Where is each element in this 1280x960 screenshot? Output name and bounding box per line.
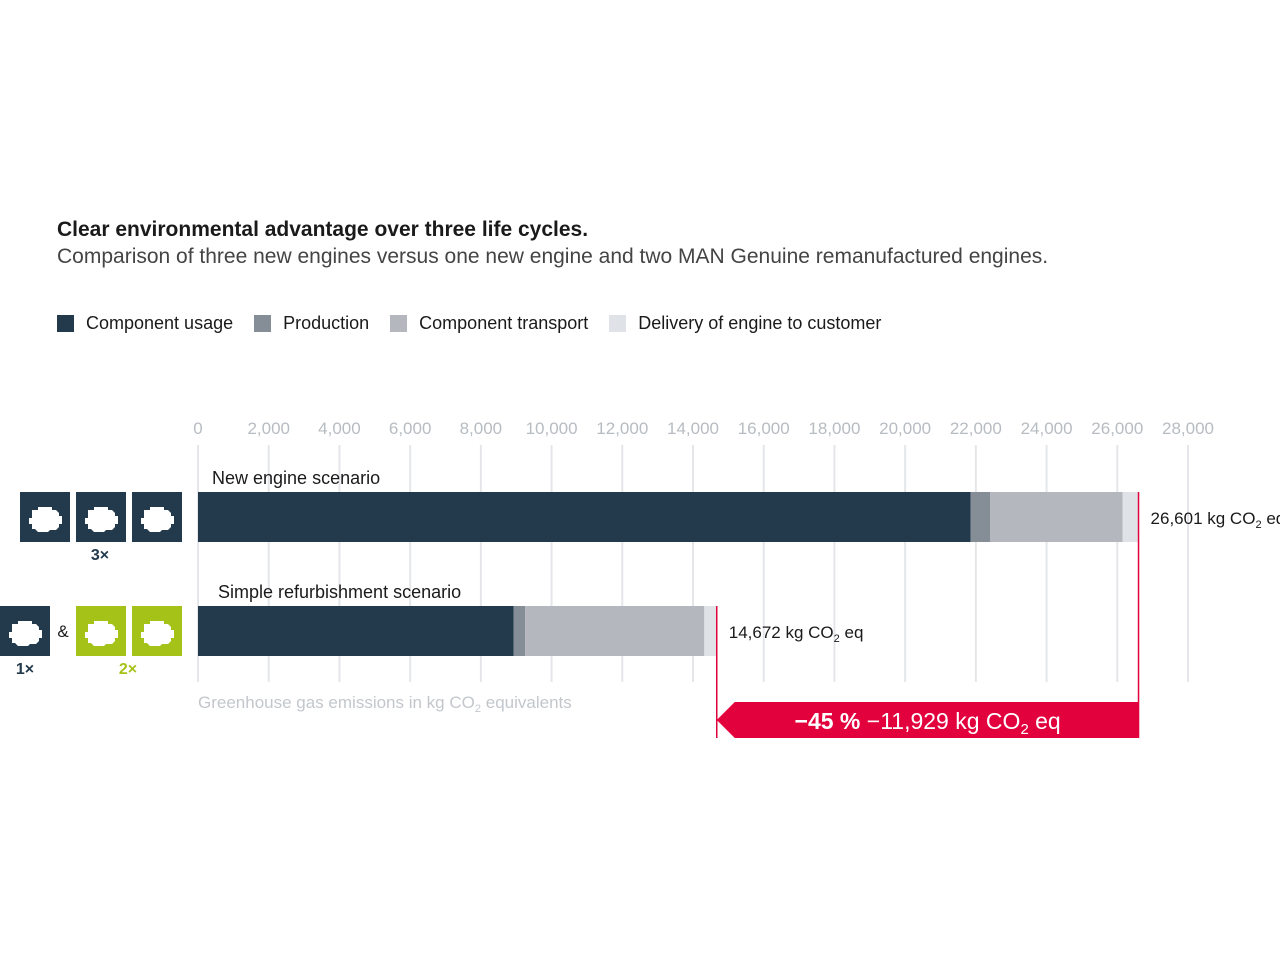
bar-labels: New engine scenario 26,601 kg CO2 eq Simpl…	[198, 468, 1280, 715]
x-tick-label: 24,000	[1021, 419, 1073, 438]
x-tick-label: 12,000	[596, 419, 648, 438]
x-tick-label: 0	[193, 419, 202, 438]
engine-glyph	[9, 621, 42, 646]
engine-icons: 3× & 1× 2×	[0, 492, 182, 678]
x-tick-label: 18,000	[808, 419, 860, 438]
legend-swatch	[254, 314, 272, 332]
engine-glyph	[141, 621, 174, 646]
bar-segment-production	[970, 492, 990, 542]
x-tick-label: 2,000	[247, 419, 290, 438]
total-label: 14,672 kg CO2 eq	[729, 623, 864, 645]
bar-segment-delivery-of-engine-to-customer	[1122, 492, 1139, 542]
legend-item-component-transport: Component transport	[390, 313, 588, 334]
bar-segment-delivery-of-engine-to-customer	[704, 606, 717, 656]
difference-annotation: −45 % −11,929 kg CO2 eq	[716, 492, 1140, 738]
bar-segment-production	[513, 606, 526, 656]
legend: Component usage Production Component tra…	[57, 311, 902, 335]
legend-swatch	[609, 314, 627, 332]
engine-glyph	[141, 507, 174, 532]
legend-item-component-usage: Component usage	[57, 313, 233, 334]
x-tick-label: 8,000	[460, 419, 503, 438]
legend-label: Delivery of engine to customer	[638, 312, 882, 333]
annotation-arrow	[716, 702, 1139, 738]
engine-glyph	[29, 507, 62, 532]
legend-item-production: Production	[254, 313, 369, 334]
bar-segment-component-usage	[198, 492, 971, 542]
bar-segment-component-transport	[990, 492, 1123, 542]
engine-glyph	[85, 507, 118, 532]
multiplier-label: 1×	[16, 661, 34, 678]
engine-icon	[132, 492, 182, 542]
category-label: New engine scenario	[212, 468, 380, 488]
engine-icon	[0, 606, 50, 656]
x-tick-label: 4,000	[318, 419, 361, 438]
x-tick-label: 10,000	[526, 419, 578, 438]
x-axis-ticks: 0 2,000 4,000 6,000 8,000 10,000 12,000 14,000 1…	[193, 419, 1214, 438]
x-tick-label: 16,000	[738, 419, 790, 438]
x-tick-label: 26,000	[1091, 419, 1143, 438]
x-tick-label: 22,000	[950, 419, 1002, 438]
engine-glyph	[85, 621, 118, 646]
category-label: Simple refurbishment scenario	[218, 582, 461, 602]
bar-segment-component-usage	[198, 606, 514, 656]
annotation-text: −45 % −11,929 kg CO2 eq	[795, 708, 1061, 738]
legend-label: Component usage	[86, 312, 234, 333]
x-axis-label: Greenhouse gas emissions in kg CO2 equiv…	[198, 693, 572, 715]
x-tick-label: 6,000	[389, 419, 432, 438]
legend-item-delivery: Delivery of engine to customer	[609, 313, 881, 334]
bars	[198, 492, 1139, 656]
engine-icon	[76, 606, 126, 656]
engine-icon	[132, 606, 182, 656]
legend-swatch	[390, 314, 408, 332]
legend-label: Production	[283, 312, 370, 333]
joiner-label: &	[57, 622, 69, 641]
multiplier-label: 3×	[91, 547, 109, 564]
chart-title: Clear environmental advantage over three…	[57, 218, 589, 241]
x-tick-label: 14,000	[667, 419, 719, 438]
legend-swatch	[57, 314, 74, 332]
total-label: 26,601 kg CO2 eq	[1151, 509, 1280, 531]
legend-label: Component transport	[419, 312, 589, 333]
engine-icon	[20, 492, 70, 542]
chart-subtitle: Comparison of three new engines versus o…	[57, 245, 1049, 268]
x-tick-label: 20,000	[879, 419, 931, 438]
bar-segment-component-transport	[525, 606, 705, 656]
multiplier-label: 2×	[119, 661, 137, 678]
engine-icon	[76, 492, 126, 542]
x-tick-label: 28,000	[1162, 419, 1214, 438]
